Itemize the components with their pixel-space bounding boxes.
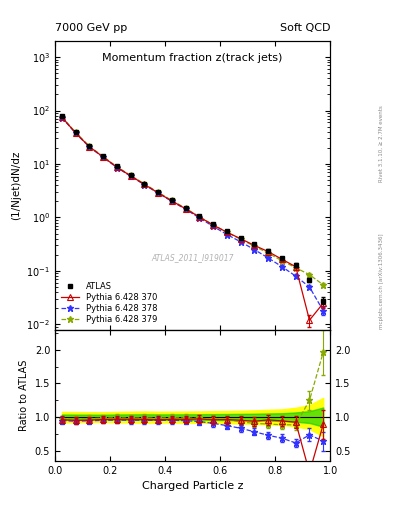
Pythia 6.428 378 [73, 130, 78, 136]
Pythia 6.428 379 [293, 265, 298, 271]
Text: Rivet 3.1.10, ≥ 2.7M events: Rivet 3.1.10, ≥ 2.7M events [379, 105, 384, 182]
Pythia 6.428 378 [293, 273, 298, 279]
Pythia 6.428 378 [142, 182, 147, 188]
Pythia 6.428 378 [252, 247, 257, 253]
Pythia 6.428 378 [101, 154, 105, 160]
Pythia 6.428 370 [252, 242, 257, 248]
Pythia 6.428 378 [239, 239, 243, 245]
Pythia 6.428 379 [266, 250, 271, 256]
X-axis label: Charged Particle z: Charged Particle z [142, 481, 243, 491]
Pythia 6.428 370 [184, 206, 188, 212]
Pythia 6.428 378 [115, 164, 119, 170]
Pythia 6.428 378 [280, 264, 285, 270]
Text: 7000 GeV pp: 7000 GeV pp [55, 23, 127, 33]
Pythia 6.428 378 [211, 223, 216, 229]
Pythia 6.428 379 [129, 173, 133, 179]
Pythia 6.428 370 [307, 317, 312, 323]
Pythia 6.428 379 [307, 272, 312, 278]
Pythia 6.428 370 [266, 248, 271, 254]
Line: Pythia 6.428 379: Pythia 6.428 379 [59, 114, 327, 288]
Pythia 6.428 379 [280, 258, 285, 264]
Pythia 6.428 378 [266, 255, 271, 261]
Y-axis label: Ratio to ATLAS: Ratio to ATLAS [19, 359, 29, 431]
Pythia 6.428 379 [225, 229, 230, 236]
Pythia 6.428 370 [280, 256, 285, 262]
Pythia 6.428 379 [101, 154, 105, 160]
Pythia 6.428 378 [156, 190, 161, 196]
Pythia 6.428 370 [87, 144, 92, 150]
Pythia 6.428 370 [321, 300, 326, 306]
Pythia 6.428 379 [60, 114, 64, 120]
Pythia 6.428 378 [60, 115, 64, 121]
Pythia 6.428 378 [307, 284, 312, 290]
Pythia 6.428 379 [239, 236, 243, 242]
Pythia 6.428 378 [184, 206, 188, 212]
Text: Momentum fraction z(track jets): Momentum fraction z(track jets) [103, 53, 283, 62]
Y-axis label: (1/Njet)dN/dz: (1/Njet)dN/dz [11, 151, 21, 220]
Pythia 6.428 370 [197, 214, 202, 220]
Pythia 6.428 378 [321, 308, 326, 314]
Pythia 6.428 370 [115, 164, 119, 170]
Text: mcplots.cern.ch [arXiv:1306.3436]: mcplots.cern.ch [arXiv:1306.3436] [379, 234, 384, 329]
Text: ATLAS_2011_I919017: ATLAS_2011_I919017 [151, 253, 234, 262]
Pythia 6.428 370 [101, 154, 105, 160]
Pythia 6.428 370 [142, 181, 147, 187]
Line: Pythia 6.428 378: Pythia 6.428 378 [59, 114, 327, 314]
Pythia 6.428 370 [239, 236, 243, 242]
Pythia 6.428 378 [197, 215, 202, 221]
Text: Soft QCD: Soft QCD [280, 23, 330, 33]
Pythia 6.428 379 [142, 181, 147, 187]
Pythia 6.428 379 [156, 189, 161, 196]
Pythia 6.428 379 [115, 164, 119, 170]
Pythia 6.428 378 [87, 144, 92, 150]
Pythia 6.428 378 [225, 231, 230, 238]
Line: Pythia 6.428 370: Pythia 6.428 370 [59, 114, 326, 323]
Pythia 6.428 379 [197, 214, 202, 220]
Pythia 6.428 378 [170, 198, 174, 204]
Pythia 6.428 370 [60, 114, 64, 120]
Pythia 6.428 379 [170, 198, 174, 204]
Pythia 6.428 379 [184, 205, 188, 211]
Pythia 6.428 378 [129, 173, 133, 179]
Pythia 6.428 379 [321, 282, 326, 288]
Pythia 6.428 370 [170, 198, 174, 204]
Pythia 6.428 379 [73, 130, 78, 136]
Pythia 6.428 379 [211, 222, 216, 228]
Pythia 6.428 370 [211, 222, 216, 228]
Pythia 6.428 370 [156, 190, 161, 196]
Pythia 6.428 370 [293, 264, 298, 270]
Pythia 6.428 370 [129, 173, 133, 179]
Pythia 6.428 370 [225, 229, 230, 236]
Pythia 6.428 370 [73, 130, 78, 136]
Pythia 6.428 379 [87, 143, 92, 150]
Pythia 6.428 379 [252, 243, 257, 249]
Legend: ATLAS, Pythia 6.428 370, Pythia 6.428 378, Pythia 6.428 379: ATLAS, Pythia 6.428 370, Pythia 6.428 37… [59, 280, 159, 326]
